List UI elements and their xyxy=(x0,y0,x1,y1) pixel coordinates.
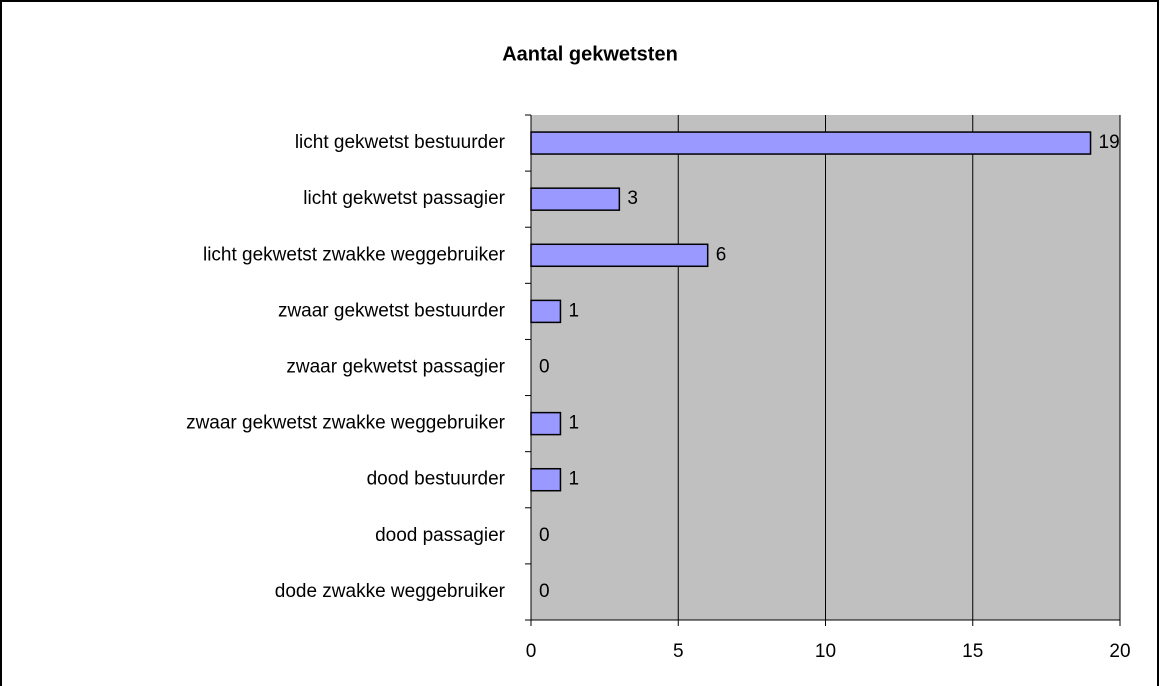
data-label: 1 xyxy=(568,469,579,490)
y-tick-label: zwaar gekwetst passagier xyxy=(286,357,505,378)
data-label: 1 xyxy=(568,413,579,434)
x-tick-label: 20 xyxy=(1109,641,1130,662)
x-tick-label: 15 xyxy=(962,641,983,662)
y-tick-label: dood bestuurder xyxy=(367,469,506,490)
data-label: 3 xyxy=(627,188,638,209)
bar xyxy=(530,411,562,436)
y-tick-label: licht gekwetst bestuurder xyxy=(295,132,506,153)
x-tick-label: 5 xyxy=(673,641,684,662)
y-tick-label: dood passagier xyxy=(375,525,506,546)
bar xyxy=(530,467,562,492)
y-tick-label: licht gekwetst zwakke weggebruiker xyxy=(203,244,506,265)
chart-title: Aantal gekwetsten xyxy=(502,43,678,65)
y-tick-label: zwaar gekwetst bestuurder xyxy=(278,300,506,321)
y-tick-label: licht gekwetst passagier xyxy=(303,188,505,209)
data-label: 0 xyxy=(539,357,550,378)
data-label: 19 xyxy=(1099,132,1120,153)
data-label: 6 xyxy=(716,244,727,265)
bar xyxy=(530,243,709,268)
bar xyxy=(530,299,562,324)
data-label: 1 xyxy=(568,300,579,321)
bar xyxy=(530,187,621,211)
data-label: 0 xyxy=(539,525,550,546)
x-tick-label: 10 xyxy=(815,641,836,662)
y-tick-label: dode zwakke weggebruiker xyxy=(275,581,506,602)
y-tick-label: zwaar gekwetst zwakke weggebruiker xyxy=(186,413,506,434)
x-tick-label: 0 xyxy=(526,641,537,662)
bar xyxy=(530,131,1092,155)
data-label: 0 xyxy=(539,581,550,602)
